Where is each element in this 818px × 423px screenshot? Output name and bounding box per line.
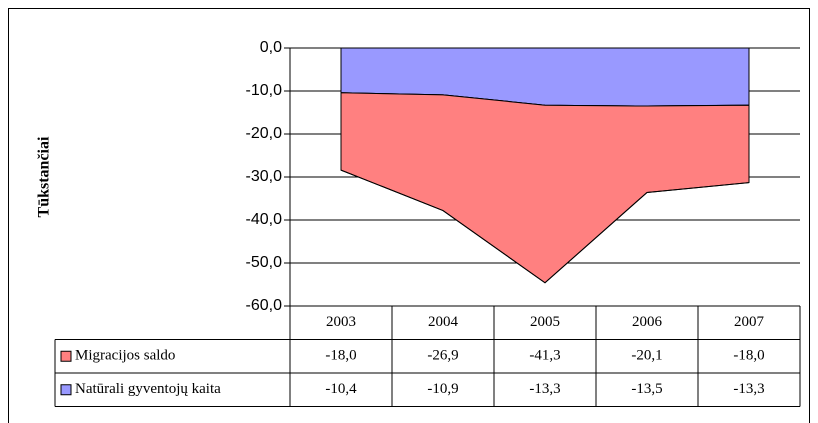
area-edge [340,169,750,284]
y-tick-label: -30,0 [246,168,283,185]
table-value: -10,9 [427,381,458,397]
y-tick-label: -40,0 [246,211,283,228]
x-tick-label: 2005 [530,314,560,330]
x-tick-label: 2006 [632,314,663,330]
table-value: -18,0 [325,348,356,364]
table-value: -13,5 [631,381,662,397]
table-value: -10,4 [325,381,357,397]
y-tick-label: 0,0 [260,39,282,56]
x-tick-label: 2004 [428,314,459,330]
table-value: -13,3 [529,381,560,397]
y-tick-label: -50,0 [246,254,283,271]
legend-label: Natūrali gyventojų kaita [75,381,221,397]
y-tick-label: -10,0 [246,82,283,99]
table-value: -41,3 [529,348,560,364]
x-tick-label: 2007 [734,314,765,330]
table-value: -20,1 [631,348,662,364]
legend-swatch [60,350,72,362]
legend-label: Migracijos saldo [75,348,175,364]
x-tick-label: 2003 [326,314,356,330]
y-tick-label: -20,0 [246,125,283,142]
y-tick-label: -60,0 [246,297,283,314]
table-value: -18,0 [733,348,764,364]
legend-swatch [60,384,72,396]
table-value: -13,3 [733,381,764,397]
y-axis-label: Tūkstančiai [36,136,53,217]
table-value: -26,9 [427,348,458,364]
